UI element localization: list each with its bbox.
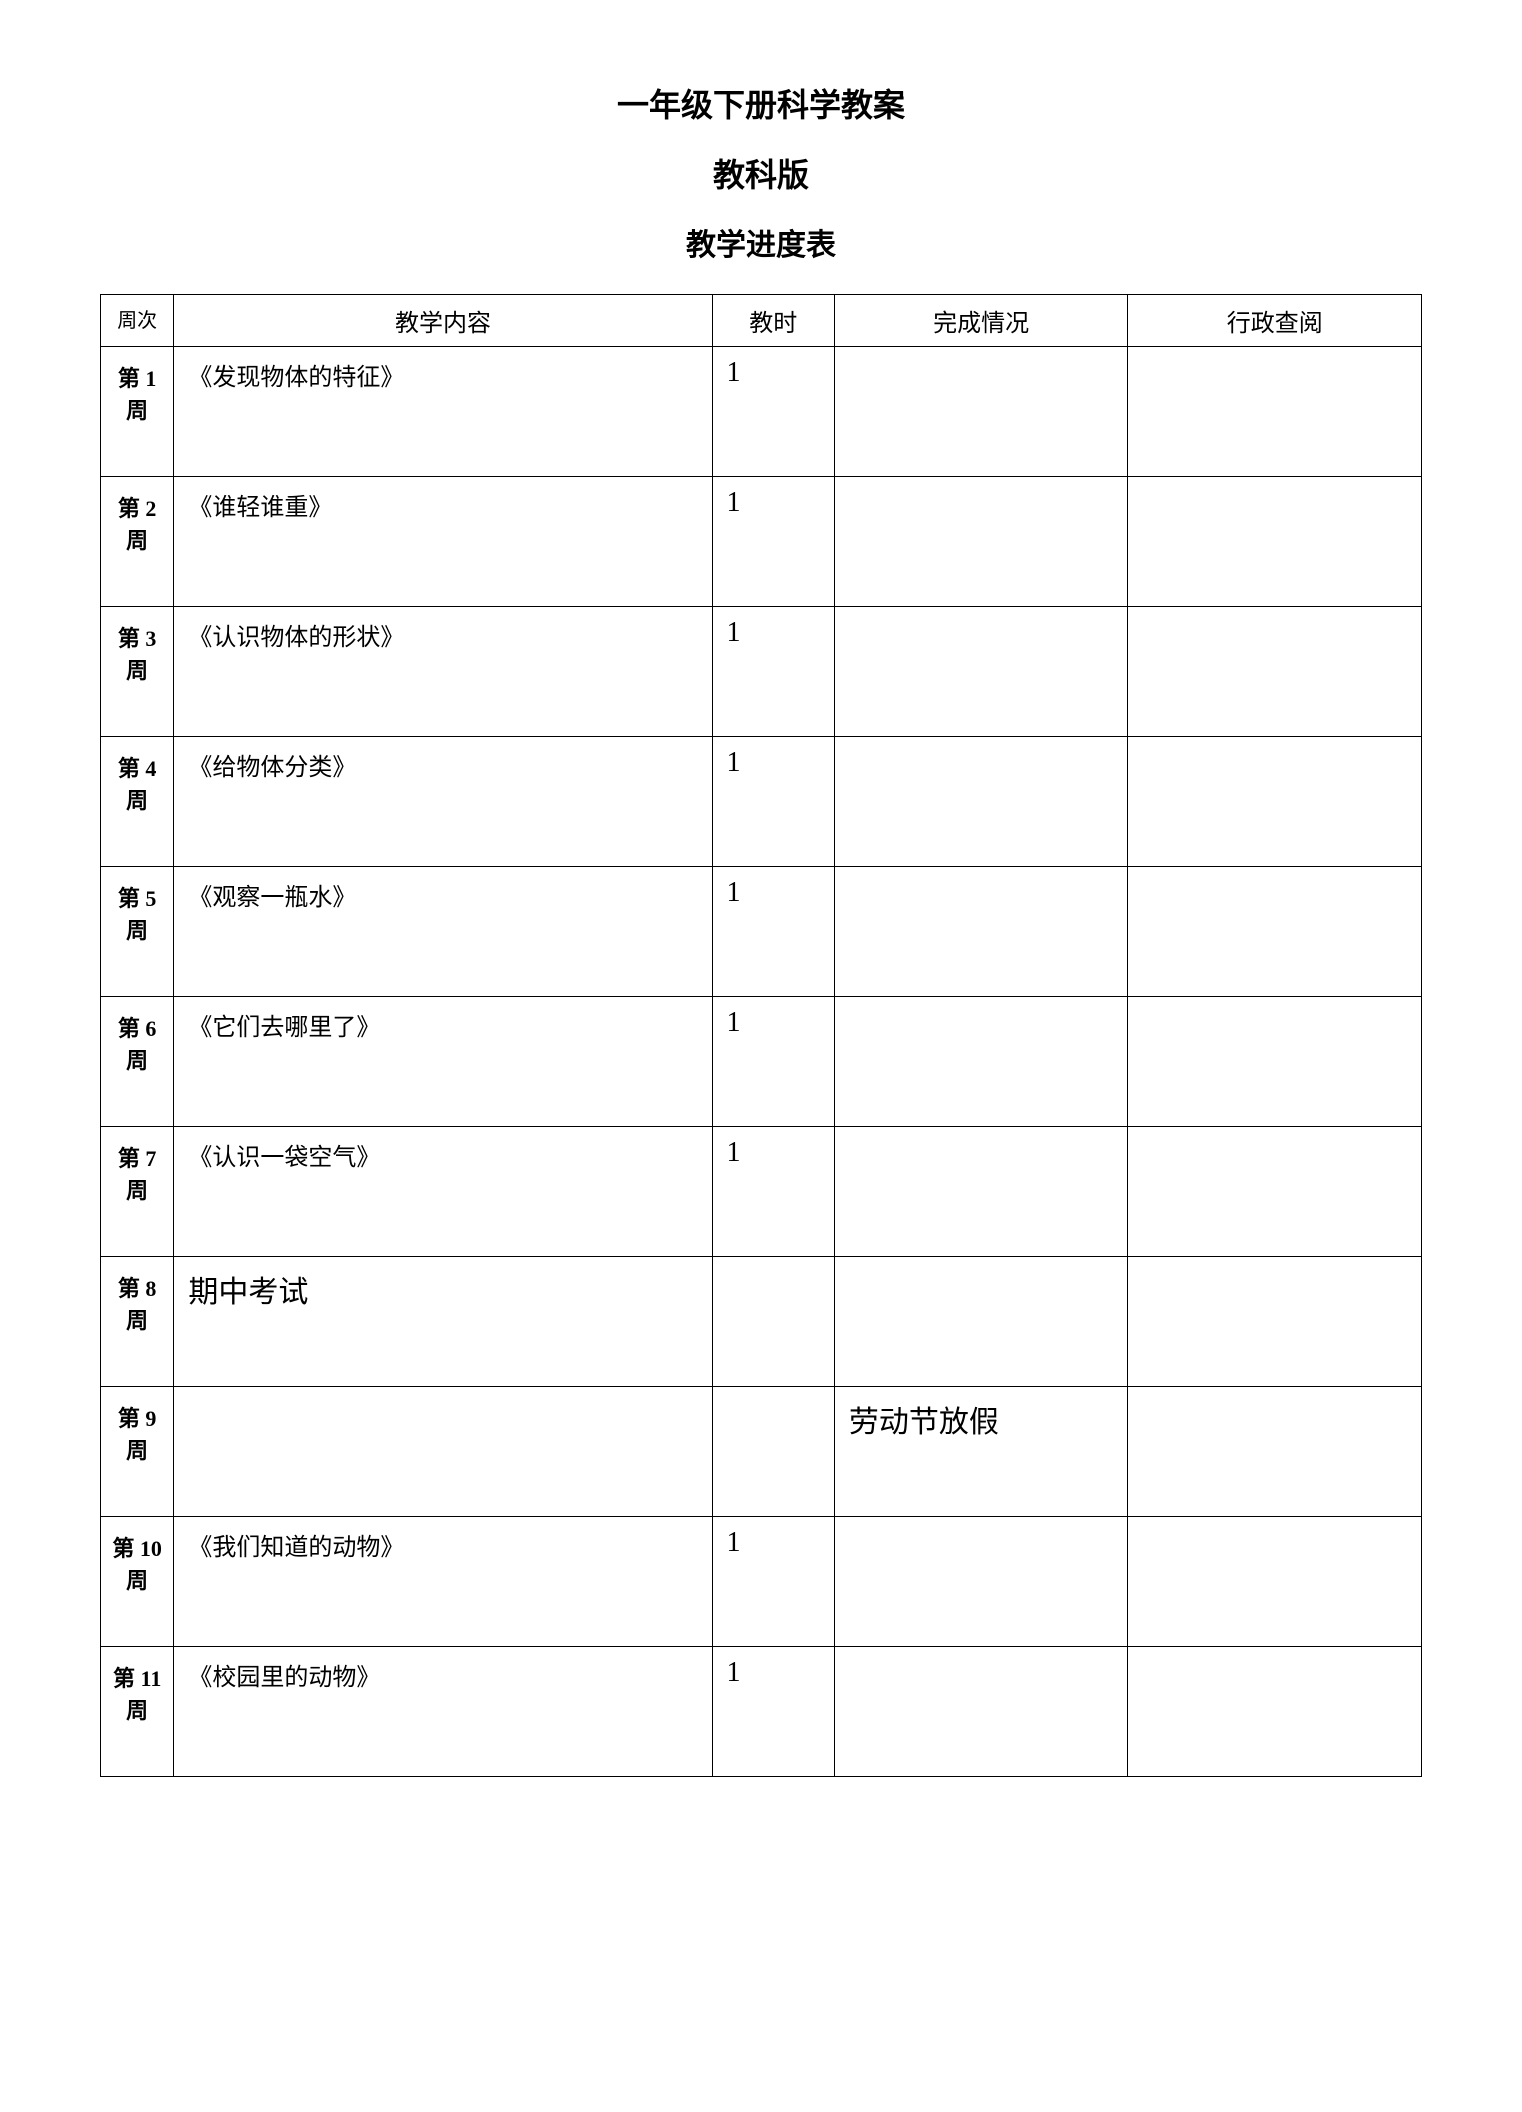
status-cell: [834, 737, 1128, 867]
review-cell: [1128, 997, 1422, 1127]
content-cell: 期中考试: [174, 1257, 712, 1387]
content-cell: 《认识物体的形状》: [174, 607, 712, 737]
hours-cell: 1: [712, 737, 834, 867]
review-cell: [1128, 477, 1422, 607]
table-row: 第 9 周 劳动节放假: [101, 1387, 1422, 1517]
hours-cell: 1: [712, 607, 834, 737]
status-cell: [834, 1517, 1128, 1647]
review-cell: [1128, 1127, 1422, 1257]
week-cell: 第 1 周: [101, 347, 174, 477]
review-cell: [1128, 1257, 1422, 1387]
week-cell: 第 8 周: [101, 1257, 174, 1387]
status-cell: [834, 1647, 1128, 1777]
table-header-row: 周次 教学内容 教时 完成情况 行政查阅: [101, 295, 1422, 347]
table-row: 第 4 周《给物体分类》1: [101, 737, 1422, 867]
status-cell: [834, 997, 1128, 1127]
content-cell: 《给物体分类》: [174, 737, 712, 867]
content-cell: 《发现物体的特征》: [174, 347, 712, 477]
week-cell: 第 6 周: [101, 997, 174, 1127]
week-cell: 第 10 周: [101, 1517, 174, 1647]
review-cell: [1128, 607, 1422, 737]
title-section: 一年级下册科学教案 教科版 教学进度表: [100, 80, 1422, 264]
content-cell: [174, 1387, 712, 1517]
header-week: 周次: [101, 295, 174, 347]
schedule-table: 周次 教学内容 教时 完成情况 行政查阅 第 1 周《发现物体的特征》1第 2 …: [100, 294, 1422, 1777]
table-row: 第 10 周《我们知道的动物》1: [101, 1517, 1422, 1647]
content-cell: 《校园里的动物》: [174, 1647, 712, 1777]
content-cell: 《认识一袋空气》: [174, 1127, 712, 1257]
week-cell: 第 4 周: [101, 737, 174, 867]
review-cell: [1128, 867, 1422, 997]
sub-title: 教科版: [100, 150, 1422, 196]
main-title: 一年级下册科学教案: [100, 80, 1422, 126]
table-row: 第 3 周《认识物体的形状》1: [101, 607, 1422, 737]
content-cell: 《它们去哪里了》: [174, 997, 712, 1127]
hours-cell: [712, 1257, 834, 1387]
header-content: 教学内容: [174, 295, 712, 347]
review-cell: [1128, 1647, 1422, 1777]
status-cell: [834, 1127, 1128, 1257]
week-cell: 第 5 周: [101, 867, 174, 997]
review-cell: [1128, 737, 1422, 867]
hours-cell: 1: [712, 1647, 834, 1777]
header-review: 行政查阅: [1128, 295, 1422, 347]
week-cell: 第 2 周: [101, 477, 174, 607]
review-cell: [1128, 347, 1422, 477]
week-cell: 第 3 周: [101, 607, 174, 737]
status-cell: 劳动节放假: [834, 1387, 1128, 1517]
hours-cell: 1: [712, 477, 834, 607]
content-cell: 《我们知道的动物》: [174, 1517, 712, 1647]
status-cell: [834, 347, 1128, 477]
table-title: 教学进度表: [100, 220, 1422, 264]
table-row: 第 6 周《它们去哪里了》1: [101, 997, 1422, 1127]
hours-cell: [712, 1387, 834, 1517]
hours-cell: 1: [712, 997, 834, 1127]
table-row: 第 11 周《校园里的动物》1: [101, 1647, 1422, 1777]
hours-cell: 1: [712, 867, 834, 997]
table-row: 第 7 周《认识一袋空气》1: [101, 1127, 1422, 1257]
table-body: 第 1 周《发现物体的特征》1第 2 周《谁轻谁重》1第 3 周《认识物体的形状…: [101, 347, 1422, 1777]
review-cell: [1128, 1387, 1422, 1517]
status-cell: [834, 1257, 1128, 1387]
week-cell: 第 11 周: [101, 1647, 174, 1777]
hours-cell: 1: [712, 347, 834, 477]
hours-cell: 1: [712, 1517, 834, 1647]
table-row: 第 5 周《观察一瓶水》1: [101, 867, 1422, 997]
header-status: 完成情况: [834, 295, 1128, 347]
status-cell: [834, 867, 1128, 997]
review-cell: [1128, 1517, 1422, 1647]
content-cell: 《观察一瓶水》: [174, 867, 712, 997]
week-cell: 第 7 周: [101, 1127, 174, 1257]
header-hours: 教时: [712, 295, 834, 347]
table-row: 第 2 周《谁轻谁重》1: [101, 477, 1422, 607]
table-row: 第 8 周期中考试: [101, 1257, 1422, 1387]
status-cell: [834, 607, 1128, 737]
content-cell: 《谁轻谁重》: [174, 477, 712, 607]
status-cell: [834, 477, 1128, 607]
hours-cell: 1: [712, 1127, 834, 1257]
table-row: 第 1 周《发现物体的特征》1: [101, 347, 1422, 477]
week-cell: 第 9 周: [101, 1387, 174, 1517]
